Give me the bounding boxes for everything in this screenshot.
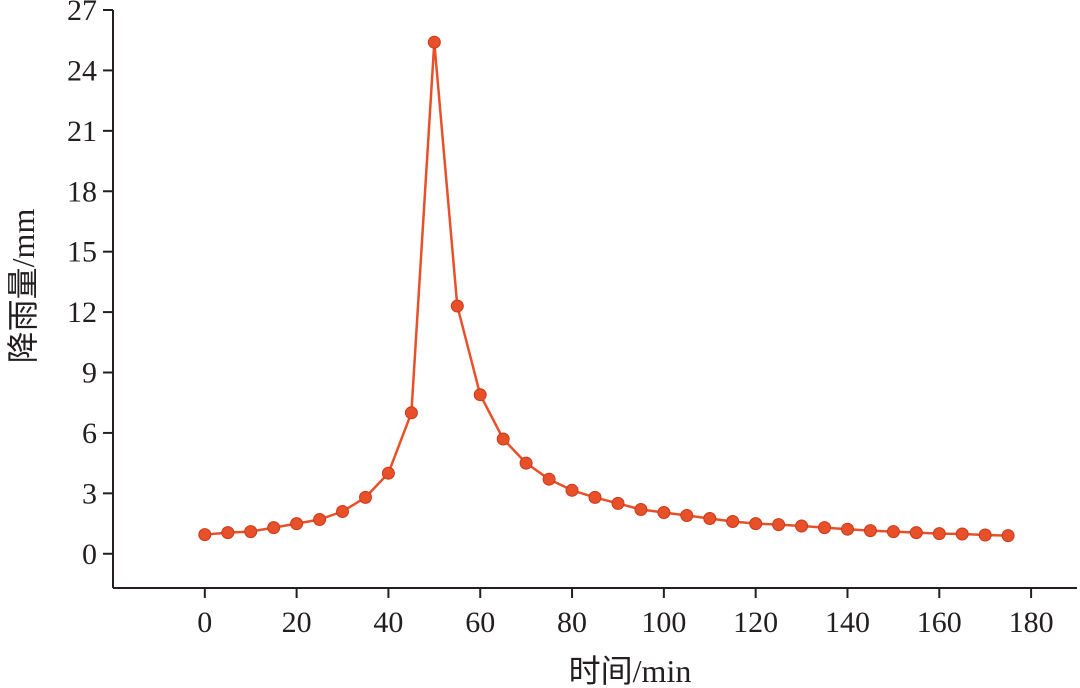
- data-point: [450, 299, 464, 313]
- data-point: [749, 517, 763, 531]
- data-point: [542, 472, 556, 486]
- data-point: [359, 490, 372, 504]
- data-point: [978, 528, 992, 542]
- data-point: [611, 496, 625, 510]
- x-axis-title: 时间/min: [569, 653, 692, 688]
- data-point: [404, 406, 418, 420]
- data-point: [1001, 529, 1015, 543]
- x-tick-label: 40: [373, 606, 403, 639]
- data-point: [886, 525, 900, 539]
- y-ticks: 0 3 6 9 12 15 18 21 24 27: [67, 0, 113, 571]
- data-point: [473, 388, 487, 402]
- data-point: [519, 456, 533, 470]
- data-point: [290, 517, 304, 531]
- data-point: [634, 503, 648, 516]
- x-ticks: 0 20 40 60 80 100 120 140 160 180: [197, 588, 1054, 639]
- y-tick-label: 24: [67, 54, 97, 87]
- y-tick-label: 15: [67, 236, 97, 269]
- data-point: [267, 521, 281, 535]
- data-point: [221, 526, 235, 540]
- data-point: [909, 526, 923, 540]
- data-point: [795, 519, 809, 533]
- y-tick-label: 12: [67, 296, 97, 329]
- data-point: [496, 432, 510, 446]
- y-tick-label: 0: [82, 538, 97, 571]
- y-axis-title: 降雨量/mm: [5, 209, 41, 364]
- data-point: [198, 528, 212, 542]
- data-point: [818, 521, 831, 535]
- series-line: [204, 40, 1009, 537]
- axes: [112, 10, 1077, 589]
- data-point: [565, 483, 579, 497]
- data-point: [841, 522, 854, 536]
- y-tick-label: 21: [67, 115, 97, 148]
- x-tick-label: 120: [733, 606, 778, 639]
- x-tick-label: 0: [197, 606, 212, 639]
- series-layer: [198, 35, 1015, 543]
- x-tick-label: 140: [825, 606, 870, 639]
- data-point: [772, 518, 786, 532]
- data-point: [244, 525, 258, 539]
- y-tick-label: 3: [82, 477, 97, 510]
- data-point: [863, 524, 877, 538]
- x-tick-label: 160: [917, 606, 962, 639]
- data-point: [313, 513, 327, 526]
- data-point: [703, 512, 717, 525]
- x-tick-label: 20: [282, 606, 312, 639]
- data-point: [932, 527, 946, 541]
- y-tick-label: 6: [82, 417, 97, 450]
- data-point: [427, 35, 441, 49]
- x-tick-label: 80: [557, 606, 587, 639]
- x-tick-label: 180: [1009, 606, 1054, 639]
- data-point: [726, 515, 740, 528]
- data-point: [657, 506, 671, 519]
- data-point: [588, 490, 602, 504]
- data-point: [336, 505, 349, 518]
- y-tick-label: 27: [67, 0, 97, 27]
- data-point: [955, 527, 969, 541]
- x-tick-label: 100: [641, 606, 686, 639]
- y-tick-label: 18: [67, 175, 97, 208]
- data-point: [680, 509, 694, 522]
- y-tick-label: 9: [82, 357, 97, 390]
- x-tick-label: 60: [465, 606, 495, 639]
- data-point: [381, 466, 395, 480]
